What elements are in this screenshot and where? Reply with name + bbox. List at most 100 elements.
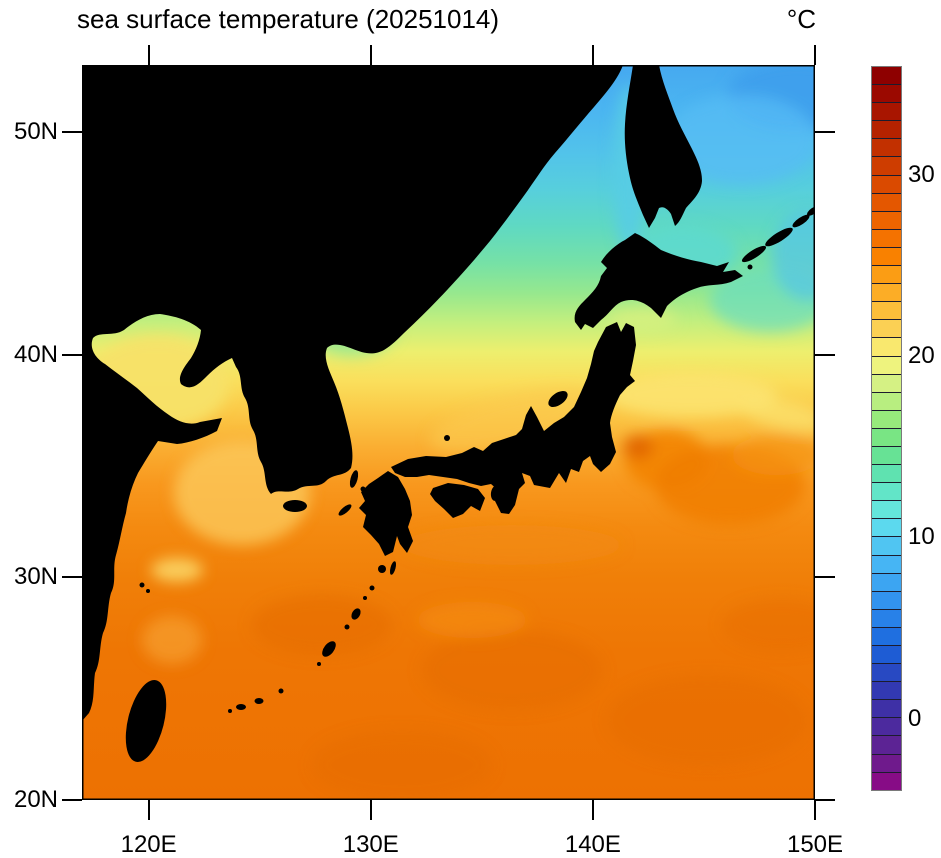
y-axis-tick-left (62, 576, 82, 579)
land-amami (351, 608, 361, 620)
colorbar-segment (872, 246, 901, 266)
x-axis-tick-top (147, 45, 150, 65)
colorbar-segment (872, 355, 901, 374)
colorbar-segment (872, 464, 901, 483)
y-axis-tick-left (62, 353, 82, 356)
colorbar-segment (872, 427, 901, 446)
colorbar (871, 66, 902, 791)
y-axis-tick-left (62, 799, 82, 801)
colorbar-segment (872, 645, 901, 664)
colorbar-segment (872, 554, 901, 573)
land-iki (360, 486, 366, 492)
x-axis-tick-bottom (814, 800, 816, 820)
map-plot-area (82, 65, 815, 800)
page-title: sea surface temperature (20251014) (77, 4, 500, 34)
y-axis-tick-label: 50N (13, 117, 58, 145)
land-kuril-3 (792, 214, 810, 228)
land-shikoku (430, 483, 485, 518)
land-honshu (391, 322, 636, 514)
colorbar-segment (872, 192, 901, 211)
colorbar-tick-label: 0 (908, 704, 922, 732)
colorbar-segment (872, 482, 901, 501)
land-ishigaki (236, 704, 246, 710)
x-axis-tick-top (369, 45, 372, 65)
land-sakhalin (624, 65, 702, 228)
colorbar-segment (872, 590, 901, 609)
colorbar-segment (872, 319, 901, 338)
land-kuril-4 (807, 206, 815, 216)
land-masses (82, 65, 815, 762)
y-axis-tick-right (815, 799, 835, 801)
colorbar-segment (872, 391, 901, 410)
land-goto (338, 504, 352, 516)
x-axis-tick-top (814, 45, 816, 65)
land-kuril-2 (765, 227, 793, 247)
units-label: °C (786, 4, 816, 34)
colorbar-segment (872, 138, 901, 157)
colorbar-segment (872, 608, 901, 627)
colorbar-segment (872, 572, 901, 591)
land-sado (548, 391, 568, 407)
colorbar-segment (872, 174, 901, 193)
colorbar-segment (872, 663, 901, 682)
land-jeju (283, 500, 307, 512)
colorbar-segment (872, 735, 901, 754)
colorbar-segment (872, 699, 901, 718)
colorbar-segment (872, 156, 901, 175)
y-axis-tick-left (62, 130, 82, 133)
land-awaji (490, 485, 502, 501)
x-axis-tick-label: 120E (120, 831, 177, 858)
colorbar-segment (872, 753, 901, 772)
colorbar-segment (872, 626, 901, 645)
land-mainland-asia (82, 65, 623, 721)
colorbar-segment (872, 518, 901, 537)
y-axis-tick-label: 20N (13, 786, 58, 813)
colorbar-segment (872, 445, 901, 465)
colorbar-segment (872, 717, 901, 736)
x-axis-tick-label: 130E (342, 831, 399, 858)
colorbar-segment (872, 265, 901, 284)
colorbar-segment (872, 102, 901, 121)
colorbar-segment (872, 120, 901, 139)
colorbar-segment (872, 373, 901, 392)
colorbar-segment (872, 536, 901, 555)
colorbar-segment (872, 84, 901, 103)
land-kyushu (359, 471, 413, 556)
ocean-field (82, 65, 815, 800)
colorbar-segment (872, 301, 901, 320)
x-axis-tick-top (591, 45, 594, 65)
land-oki (444, 435, 450, 441)
y-axis-tick-right (815, 353, 835, 356)
colorbar-segment (872, 771, 901, 790)
colorbar-segment (872, 228, 901, 247)
map-border (82, 65, 815, 800)
colorbar-segment (872, 337, 901, 356)
colorbar-segment (872, 681, 901, 700)
land-okinawa (322, 641, 336, 657)
x-axis-tick-label: 140E (564, 831, 621, 858)
colorbar-tick-label: 20 (908, 342, 935, 369)
colorbar-segment (872, 67, 901, 85)
land-kuril-1 (741, 245, 767, 263)
land-tanegashima (389, 561, 397, 575)
land-tsushima (349, 470, 359, 488)
colorbar-tick-label: 10 (908, 523, 935, 551)
colorbar-tick-label: 30 (908, 160, 935, 188)
colorbar-segment (872, 283, 901, 302)
y-axis-tick-right (815, 130, 835, 133)
colorbar-segment (872, 409, 901, 428)
colorbar-segment (872, 500, 901, 519)
land-taiwan (125, 680, 167, 762)
x-axis-tick-bottom (147, 800, 150, 820)
x-axis-tick-bottom (369, 800, 372, 820)
land-yakushima (378, 565, 386, 573)
y-axis-tick-label: 40N (13, 340, 58, 368)
x-axis-tick-bottom (591, 800, 594, 820)
y-axis-tick-label: 30N (13, 563, 58, 591)
y-axis-tick-right (815, 576, 835, 579)
land-hokkaido (574, 233, 743, 330)
sst-map (82, 65, 815, 800)
colorbar-segment (872, 210, 901, 229)
x-axis-tick-label: 150E (786, 831, 844, 858)
